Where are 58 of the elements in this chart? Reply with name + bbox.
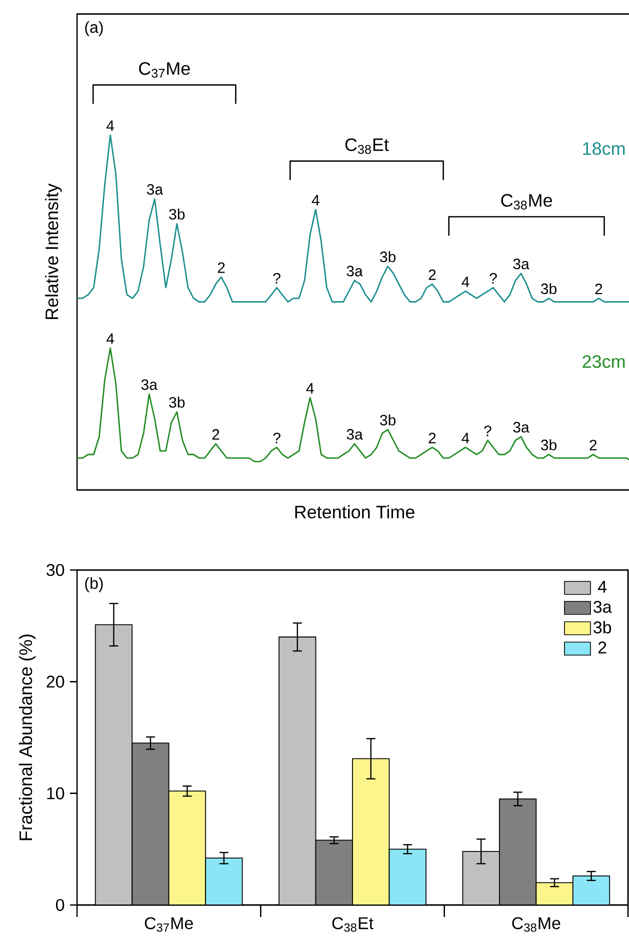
bar: [352, 758, 390, 905]
annotation: C$_{38}$Me: [501, 194, 552, 210]
legend-label: 2: [598, 642, 606, 654]
text: 23cm: [582, 355, 625, 368]
annotation: 3a: [146, 184, 164, 195]
bar: [498, 798, 537, 905]
bar: [94, 624, 133, 905]
annotation: 3a: [513, 422, 530, 433]
y-tick-label: 0: [56, 898, 64, 912]
annotation: 2: [428, 269, 436, 280]
annotation: 3b: [380, 414, 396, 426]
legend-label: 3b: [594, 620, 612, 634]
y-tick-label: 20: [46, 676, 64, 688]
bar: [315, 840, 353, 905]
annotation: ?: [490, 272, 497, 284]
annotation: ?: [273, 272, 280, 284]
bar: [536, 882, 574, 905]
annotation: 4: [462, 276, 470, 288]
bar: [462, 850, 500, 905]
y-tick-label: 30: [46, 564, 64, 576]
annotation: 3a: [346, 429, 363, 440]
legend-label: 4: [598, 580, 607, 593]
x-tick-label: C$_{38}$Et: [332, 917, 374, 932]
annotation: 2: [212, 429, 220, 440]
annotation: 4: [106, 120, 114, 131]
x-axis-title: Retention Time: [295, 505, 414, 518]
annotation: ?: [484, 426, 492, 436]
bar: [132, 742, 170, 905]
annotation: 4: [462, 432, 470, 444]
annotation: 3a: [141, 379, 158, 390]
annotation: 4: [306, 383, 314, 394]
text: C$_{37}$Me: [139, 62, 190, 78]
text: 18cm: [583, 142, 625, 155]
annotation: 3b: [540, 283, 556, 294]
annotation: 2: [428, 432, 436, 444]
bar: [168, 790, 206, 905]
annotation: 4: [312, 195, 320, 206]
annotation: 3a: [346, 266, 363, 276]
annotation: 3b: [169, 396, 185, 408]
annotation: 3a: [513, 258, 530, 270]
annotation: 2: [218, 262, 225, 273]
annotation: 2: [595, 284, 602, 294]
bar: [278, 636, 316, 905]
y-axis-title: Relative Intensity: [45, 184, 62, 320]
annotation: 3b: [380, 251, 396, 262]
legend-label: 3a: [594, 600, 612, 613]
annotation: 2: [590, 440, 597, 450]
annotation: 3b: [540, 439, 556, 450]
annotation: 4: [106, 333, 114, 344]
annotation: (b): [85, 577, 103, 592]
y-tick-label: 10: [47, 787, 64, 800]
text: (a): [85, 21, 103, 36]
x-tick-label: C$_{38}$Me: [512, 917, 560, 932]
x-tick-label: C$_{37}$Me: [144, 917, 193, 932]
y-axis-title: Fractional Abundance (%): [18, 634, 36, 840]
annotation: ?: [273, 432, 280, 444]
annotation: 3b: [169, 208, 185, 220]
annotation: C$_{38}$Et: [345, 138, 389, 154]
